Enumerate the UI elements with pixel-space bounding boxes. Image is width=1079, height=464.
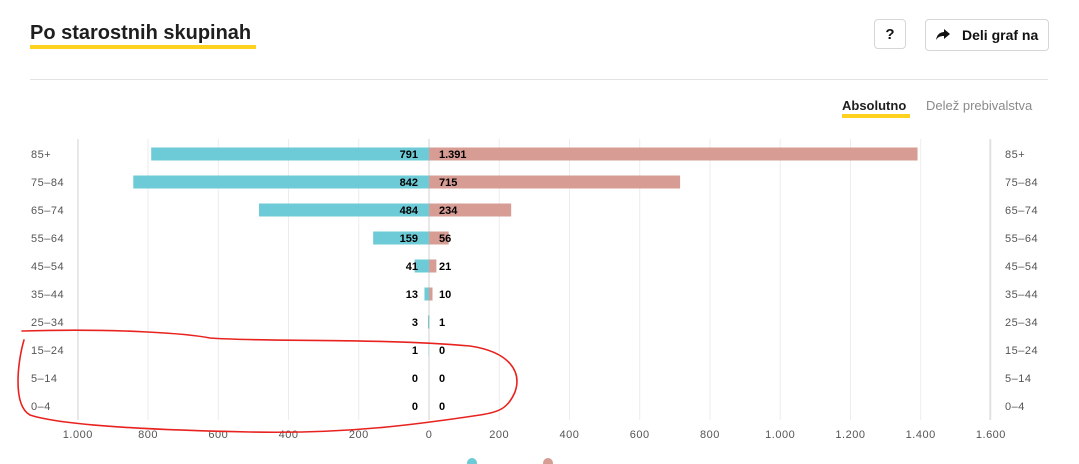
legend-swatch-male (467, 458, 477, 464)
x-tick-label: 200 (349, 429, 369, 441)
hand-drawn-annotation-circle (17, 329, 518, 434)
value-label-female: 56 (439, 233, 451, 245)
x-tick-label: 400 (279, 429, 299, 441)
age-group-label-right: 25–34 (1005, 317, 1038, 329)
age-group-label-right: 45–54 (1005, 261, 1038, 273)
bar-male (427, 315, 429, 329)
value-label-male: 13 (406, 289, 418, 301)
value-label-male: 791 (400, 149, 418, 161)
value-label-female: 21 (439, 261, 451, 273)
age-group-label-left: 45–54 (31, 261, 64, 273)
share-button[interactable]: Deli graf na (925, 19, 1049, 51)
value-label-male: 0 (412, 373, 418, 385)
x-tick-label: 1.000 (765, 429, 795, 441)
toggle-population-share[interactable]: Delež prebivalstva (926, 98, 1033, 113)
value-label-female: 1 (439, 317, 445, 329)
value-label-male: 41 (406, 261, 418, 273)
value-label-female: 1.391 (439, 149, 467, 161)
age-group-label-left: 35–44 (31, 289, 64, 301)
value-label-female: 0 (439, 373, 445, 385)
x-tick-label: 200 (489, 429, 509, 441)
toggle-active-underline (842, 114, 910, 118)
age-group-label-left: 65–74 (31, 205, 64, 217)
share-button-label: Deli graf na (962, 27, 1039, 43)
toggle-absolute[interactable]: Absolutno (842, 98, 907, 113)
x-tick-label: 400 (560, 429, 580, 441)
bar-male (151, 147, 429, 161)
x-tick-label: 0 (426, 429, 433, 441)
bar-female (429, 287, 433, 301)
age-group-label-right: 15–24 (1005, 345, 1038, 357)
x-tick-label: 1.200 (835, 429, 865, 441)
value-label-female: 715 (439, 177, 457, 189)
age-group-label-right: 55–64 (1005, 233, 1038, 245)
bar-male (373, 231, 429, 245)
x-tick-label: 600 (630, 429, 650, 441)
value-label-male: 0 (412, 401, 418, 413)
value-label-male: 1 (412, 345, 418, 357)
x-tick-label: 1.000 (63, 429, 93, 441)
help-button[interactable]: ? (874, 19, 906, 49)
age-group-label-right: 35–44 (1005, 289, 1038, 301)
x-tick-label: 1.400 (906, 429, 936, 441)
age-group-label-left: 5–14 (31, 373, 57, 385)
age-group-label-right: 85+ (1005, 149, 1025, 161)
bar-male (414, 259, 429, 273)
value-label-female: 10 (439, 289, 451, 301)
age-group-label-right: 65–74 (1005, 205, 1038, 217)
bar-female (429, 231, 449, 245)
share-icon (936, 29, 950, 40)
value-label-female: 0 (439, 345, 445, 357)
age-group-label-left: 15–24 (31, 345, 64, 357)
bar-female (429, 203, 512, 217)
chart-title: Po starostnih skupinah (30, 22, 252, 44)
header-divider (30, 79, 1048, 80)
age-group-label-left: 75–84 (31, 177, 64, 189)
x-tick-label: 800 (138, 429, 158, 441)
bar-male (424, 287, 429, 301)
value-label-male: 3 (412, 317, 418, 329)
legend-swatch-female (543, 458, 553, 464)
age-group-label-left: 0–4 (31, 401, 51, 413)
bar-female (429, 175, 681, 189)
age-group-label-left: 55–64 (31, 233, 64, 245)
value-label-male: 842 (400, 177, 418, 189)
bar-male (133, 175, 429, 189)
age-group-label-right: 0–4 (1005, 401, 1025, 413)
age-group-label-right: 75–84 (1005, 177, 1038, 189)
x-tick-label: 1.600 (976, 429, 1006, 441)
value-label-female: 234 (439, 205, 458, 217)
bar-female (429, 147, 918, 161)
value-label-female: 0 (439, 401, 445, 413)
value-label-male: 484 (400, 205, 419, 217)
bar-male (259, 203, 429, 217)
age-group-label-left: 85+ (31, 149, 51, 161)
age-group-label-right: 5–14 (1005, 373, 1031, 385)
bar-female (429, 259, 437, 273)
age-group-label-left: 25–34 (31, 317, 64, 329)
title-underline (30, 45, 256, 49)
value-label-male: 159 (400, 233, 418, 245)
x-tick-label: 800 (700, 429, 720, 441)
